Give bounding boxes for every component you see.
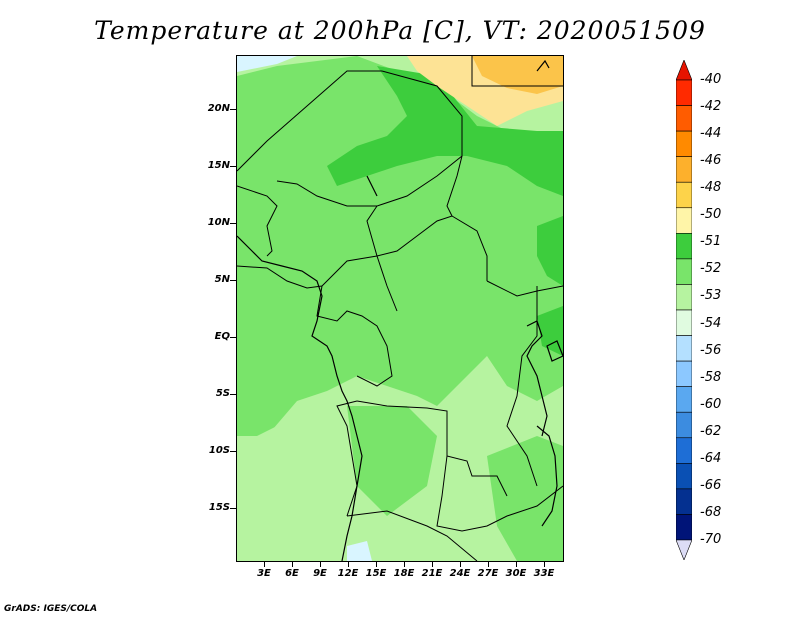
lat-tick <box>230 109 236 110</box>
colorbar-swatch <box>676 105 692 132</box>
lat-label-10n: 10N <box>207 217 230 228</box>
colorbar-swatch <box>676 514 692 541</box>
lat-tick <box>230 451 236 452</box>
colorbar-label: -48 <box>700 180 722 196</box>
pale-blue-bottom-patch <box>347 541 372 561</box>
colorbar-swatch <box>676 386 692 413</box>
colorbar-label: -53 <box>700 288 722 304</box>
colorbar-label: -42 <box>700 99 722 115</box>
colorbar-label: -60 <box>700 396 722 412</box>
lat-label-5s: 5S <box>215 388 230 399</box>
lat-tick <box>230 508 236 509</box>
lat-tick <box>230 337 236 338</box>
map-plot-area <box>236 55 564 562</box>
colorbar-swatch <box>676 284 692 311</box>
lat-tick <box>230 223 236 224</box>
lon-tick <box>516 562 517 567</box>
temperature-contour-map <box>237 56 563 561</box>
lon-tick <box>488 562 489 567</box>
lon-tick <box>460 562 461 567</box>
lon-tick <box>264 562 265 567</box>
dark-green-east-patch <box>537 216 563 286</box>
colorbar-swatch <box>676 411 692 439</box>
colorbar-swatch <box>676 463 692 490</box>
dark-green-lake-patch <box>537 306 563 356</box>
colorbar-swatch <box>676 207 692 234</box>
colorbar-swatch <box>676 233 692 260</box>
lon-label-27e: 27E <box>477 568 499 579</box>
lat-tick <box>230 394 236 395</box>
mid-green-south-patch <box>347 406 437 516</box>
colorbar-label: -58 <box>700 369 722 385</box>
colorbar-label: -46 <box>700 153 722 169</box>
colorbar-label: -64 <box>700 450 722 466</box>
colorbar-swatch <box>676 156 692 183</box>
lon-label-18e: 18E <box>393 568 415 579</box>
colorbar-label: -50 <box>700 207 722 223</box>
colorbar-bottom-arrow <box>676 539 692 560</box>
dark-green-region <box>327 66 563 196</box>
lon-label-9e: 9E <box>313 568 327 579</box>
lat-label-15s: 15S <box>208 502 230 513</box>
colorbar-swatch <box>676 181 692 209</box>
lat-tick <box>230 166 236 167</box>
colorbar <box>676 60 692 560</box>
country-borders <box>237 56 563 561</box>
coastline <box>237 235 363 561</box>
lon-label-30e: 30E <box>505 568 527 579</box>
colorbar-swatch <box>676 437 692 464</box>
chart-title: Temperature at 200hPa [C], VT: 202005150… <box>94 16 706 45</box>
lon-tick <box>348 562 349 567</box>
lon-label-21e: 21E <box>421 568 443 579</box>
colorbar-swatch <box>676 335 692 362</box>
colorbar-label: -51 <box>700 234 722 250</box>
lat-label-10s: 10S <box>208 445 230 456</box>
colorbar-label: -68 <box>700 504 722 520</box>
lon-tick <box>432 562 433 567</box>
lon-label-15e: 15E <box>365 568 387 579</box>
lon-tick <box>320 562 321 567</box>
lon-label-33e: 33E <box>533 568 555 579</box>
lon-tick <box>376 562 377 567</box>
colorbar-label: -62 <box>700 423 722 439</box>
lon-label-6e: 6E <box>285 568 299 579</box>
colorbar-label: -52 <box>700 261 722 277</box>
lat-label-20n: 20N <box>207 103 230 114</box>
lon-tick <box>404 562 405 567</box>
colorbar-swatch <box>676 130 692 157</box>
mid-green-southeast-patch <box>487 436 563 561</box>
colorbar-swatch <box>676 309 692 336</box>
pale-blue-corner <box>237 56 297 72</box>
colorbar-swatch <box>676 79 692 106</box>
lon-tick <box>544 562 545 567</box>
lat-label-15n: 15N <box>207 160 230 171</box>
lakes <box>366 59 563 527</box>
lat-tick <box>230 280 236 281</box>
colorbar-swatch <box>676 360 692 387</box>
colorbar-label: -40 <box>700 72 722 87</box>
lon-label-24e: 24E <box>449 568 471 579</box>
colorbar-top-arrow <box>676 60 692 81</box>
lon-label-3e: 3E <box>257 568 271 579</box>
lat-label-eq: EQ <box>214 331 230 342</box>
colorbar-label: -66 <box>700 477 722 493</box>
lon-label-12e: 12E <box>337 568 359 579</box>
colorbar-label: -70 <box>700 532 722 547</box>
orange-yellow-region <box>472 56 563 94</box>
grads-credit: GrADS: IGES/COLA <box>4 604 98 614</box>
colorbar-label: -56 <box>700 342 722 358</box>
colorbar-label: -54 <box>700 315 722 331</box>
colorbar-label: -44 <box>700 126 722 142</box>
lat-label-5n: 5N <box>214 274 230 285</box>
colorbar-swatch <box>676 258 692 285</box>
lon-tick <box>292 562 293 567</box>
colorbar-swatch <box>676 488 692 515</box>
